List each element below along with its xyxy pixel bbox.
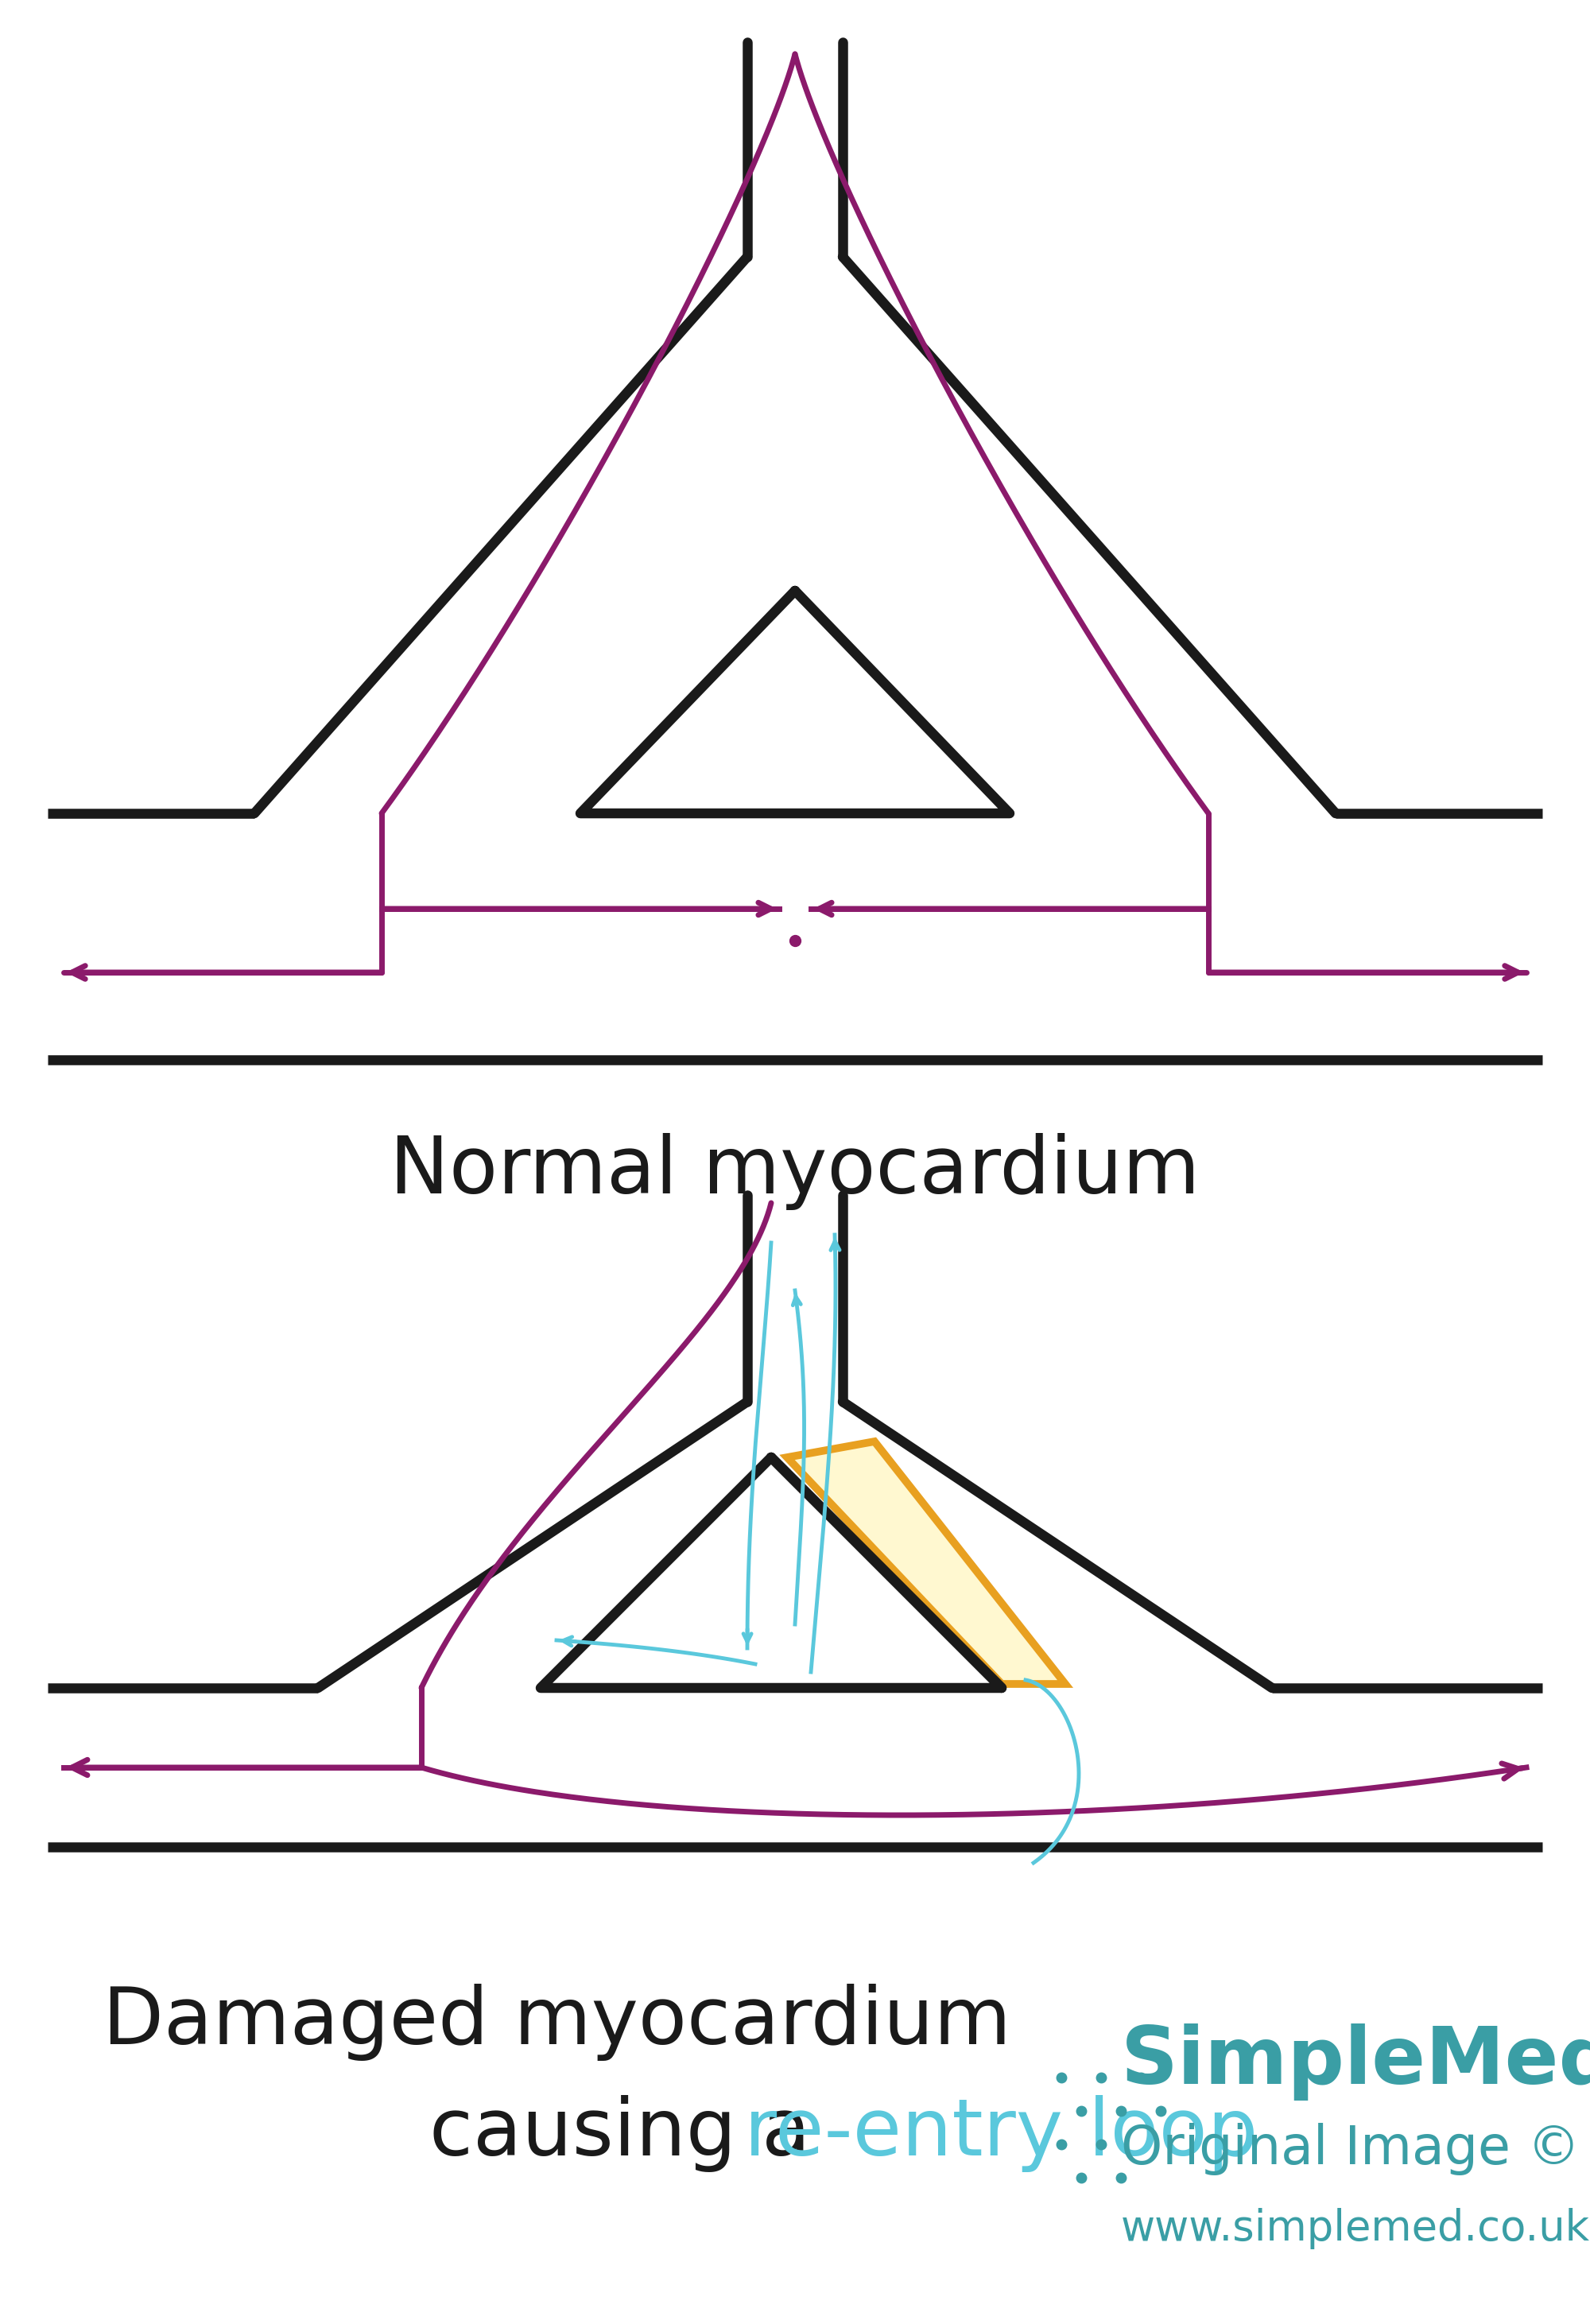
Text: Normal myocardium: Normal myocardium <box>390 1132 1200 1211</box>
Text: www.simplemed.co.uk: www.simplemed.co.uk <box>1121 2208 1590 2250</box>
Text: causing a: causing a <box>429 2094 836 2171</box>
Text: SimpleMed: SimpleMed <box>1121 2024 1590 2101</box>
Text: re-entry loop: re-entry loop <box>744 2094 1258 2171</box>
Text: Original Image ©: Original Image © <box>1121 2122 1580 2175</box>
Text: Damaged myocardium: Damaged myocardium <box>102 1982 1011 2061</box>
Polygon shape <box>787 1441 1065 1685</box>
